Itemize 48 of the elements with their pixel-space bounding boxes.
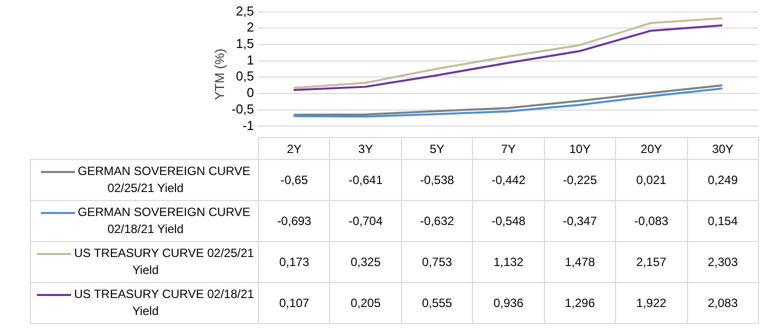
data-label: 1,132 [472,242,544,282]
y-tick-label: 0,5 [236,68,254,84]
legend-label: US TREASURY CURVE 02/25/21 Yield [30,242,258,282]
x-tick-label: 3Y [330,138,402,160]
data-label: 1,296 [544,282,616,324]
y-tick-label: -0,5 [232,101,254,116]
y-tick-label: 1 [246,52,254,68]
x-tick-label: 30Y [687,138,758,160]
data-label: -0,083 [616,200,688,242]
data-label: 0,107 [258,282,330,324]
data-label: -0,65 [258,160,330,200]
y-tick-label: 1,5 [236,36,254,52]
data-label: 0,173 [258,242,330,282]
legend-label: GERMAN SOVEREIGN CURVE 02/25/21 Yield [30,160,258,200]
data-label: 2,083 [687,282,758,324]
x-tick-label: 2Y [258,138,330,160]
data-label: 0,205 [330,282,402,324]
x-tick-label: 10Y [544,138,616,160]
data-label: -0,632 [401,200,473,242]
data-label: 0,021 [616,160,688,200]
x-tick-label: 5Y [401,138,473,160]
data-label: 1,478 [544,242,616,282]
y-tick-label: 2 [246,20,254,35]
data-label: -0,442 [472,160,544,200]
data-label: 2,303 [687,242,758,282]
data-label: 0,325 [330,242,402,282]
data-label: -0,693 [258,200,330,242]
data-label: -0,548 [472,200,544,242]
data-label: 1,922 [616,282,688,324]
data-label: -0,704 [330,200,402,242]
data-label: 0,753 [401,242,473,282]
data-label: -0,347 [544,200,616,242]
data-label: -0,641 [330,160,402,200]
data-label: 0,154 [687,200,758,242]
x-tick-label: 20Y [616,138,688,160]
x-tick-label: 7Y [472,138,544,160]
data-label: -0,538 [401,160,473,200]
data-label: 0,555 [401,282,473,324]
y-tick-label: -1 [242,118,254,133]
data-label: 0,936 [472,282,544,324]
y-tick-label: 2,5 [236,3,254,18]
legend-label: US TREASURY CURVE 02/18/21 Yield [30,282,258,324]
data-label: 0,249 [687,160,758,200]
legend-label: GERMAN SOVEREIGN CURVE 02/18/21 Yield [30,200,258,242]
y-tick-label: 0 [246,85,254,100]
data-label: -0,225 [544,160,616,200]
y-axis-title: YTM (%) [212,48,227,100]
data-label: 2,157 [616,242,688,282]
